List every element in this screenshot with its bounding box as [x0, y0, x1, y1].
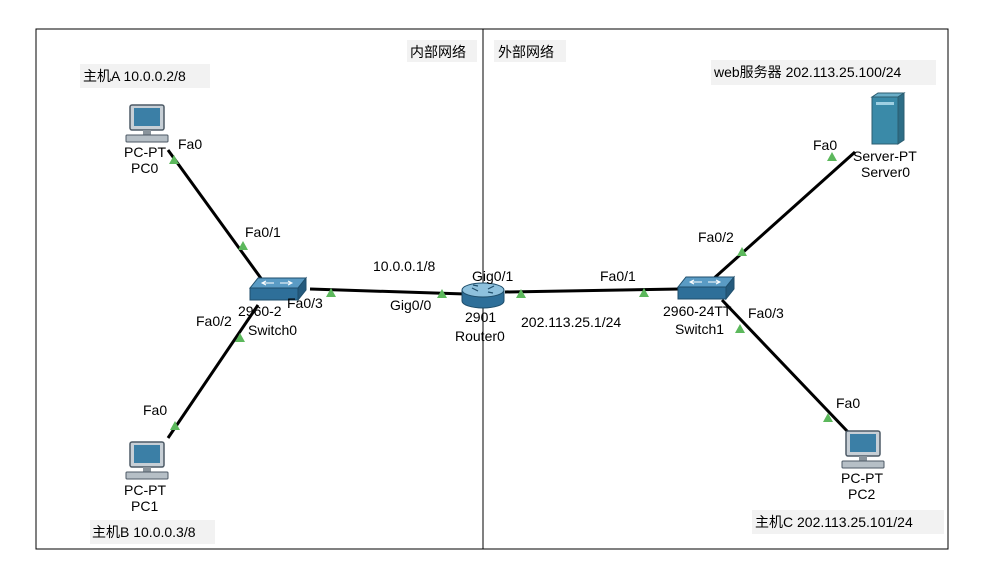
switch1-model: 2960-24TT	[663, 303, 732, 319]
pc0-device[interactable]: PC-PT PC0	[124, 104, 169, 176]
pc1-model: PC-PT	[124, 482, 166, 498]
note-bg	[90, 520, 215, 544]
outer-label-bg	[494, 40, 566, 62]
port-label-switch1-fa0-3: Fa0/3	[748, 305, 784, 321]
pc2-name: PC2	[848, 486, 875, 502]
link-up-indicator	[516, 289, 526, 298]
note-bg	[80, 64, 210, 88]
address-router0-outside: 202.113.25.1/24	[521, 314, 621, 330]
inner-label-bg	[407, 40, 477, 62]
note-bg	[752, 510, 944, 534]
port-label-router0-gig0-0: Gig0/0	[390, 297, 431, 313]
link-up-indicator	[735, 324, 745, 333]
server0-model: Server-PT	[853, 148, 917, 164]
port-label-pc0-fa0: Fa0	[178, 136, 202, 152]
pc-icon	[841, 430, 885, 469]
inner-network-label: 内部网络	[410, 44, 466, 60]
port-label-server0-fa0: Fa0	[813, 137, 837, 153]
link-up-indicator	[235, 333, 245, 342]
pc1-name: PC1	[131, 498, 158, 514]
switch0-device[interactable]: 2960-2 Switch0	[238, 276, 308, 338]
outer-network-label: 外部网络	[498, 44, 554, 60]
router0-device[interactable]: 2901 Router0	[455, 282, 505, 344]
link-up-indicator	[827, 152, 837, 161]
pc1-device[interactable]: PC-PT PC1	[124, 441, 169, 514]
note-bg	[711, 60, 936, 85]
link-up-indicator	[823, 413, 833, 422]
link-up-indicator	[737, 247, 747, 256]
port-label-pc1-fa0: Fa0	[143, 402, 167, 418]
link-up-indicator	[170, 421, 180, 430]
link-switch0-router0[interactable]	[309, 287, 466, 296]
link-up-indicator	[639, 288, 649, 297]
pc-icon	[125, 441, 169, 480]
link-switch1-server0[interactable]	[710, 150, 857, 282]
link-router0-switch1[interactable]	[504, 287, 681, 294]
port-label-switch0-fa0-3: Fa0/3	[287, 295, 323, 311]
router0-name: Router0	[455, 328, 505, 344]
port-label-pc2-fa0: Fa0	[836, 395, 860, 411]
port-label-switch0-fa0-1: Fa0/1	[245, 224, 281, 240]
port-label-switch1-fa0-2: Fa0/2	[698, 229, 734, 245]
note-host-c: 主机C 202.113.25.101/24	[755, 514, 913, 530]
switch0-name: Switch0	[248, 322, 297, 338]
router-icon	[461, 282, 505, 309]
switch-icon	[248, 276, 308, 302]
server0-name: Server0	[861, 164, 910, 180]
pc0-name: PC0	[131, 160, 158, 176]
note-host-b: 主机B 10.0.0.3/8	[92, 524, 196, 540]
switch1-device[interactable]: 2960-24TT Switch1	[663, 275, 736, 337]
note-host-a: 主机A 10.0.0.2/8	[83, 68, 186, 84]
link-up-indicator	[326, 288, 336, 297]
server-icon	[870, 92, 906, 145]
port-label-router0-gig0-1: Gig0/1	[472, 268, 513, 284]
switch-icon	[676, 275, 736, 301]
link-up-indicator	[238, 241, 248, 250]
link-pc0-switch0[interactable]	[166, 149, 270, 289]
pc-icon	[125, 104, 169, 143]
address-router0-inside: 10.0.0.1/8	[373, 258, 435, 274]
link-up-indicator	[437, 289, 447, 298]
link-switch1-pc2[interactable]	[720, 298, 850, 434]
server0-device[interactable]: Server-PT Server0	[853, 92, 917, 180]
link-up-indicator	[169, 155, 179, 164]
pc0-model: PC-PT	[124, 144, 166, 160]
switch0-model: 2960-2	[238, 303, 282, 319]
router0-model: 2901	[465, 309, 496, 325]
port-label-switch1-fa0-1: Fa0/1	[600, 268, 636, 284]
note-web-server: web服务器 202.113.25.100/24	[713, 64, 902, 80]
link-pc1-switch0[interactable]	[166, 304, 260, 439]
switch1-name: Switch1	[675, 321, 724, 337]
port-label-switch0-fa0-2: Fa0/2	[196, 313, 232, 329]
pc2-device[interactable]: PC-PT PC2	[841, 430, 885, 502]
pc2-model: PC-PT	[841, 470, 883, 486]
